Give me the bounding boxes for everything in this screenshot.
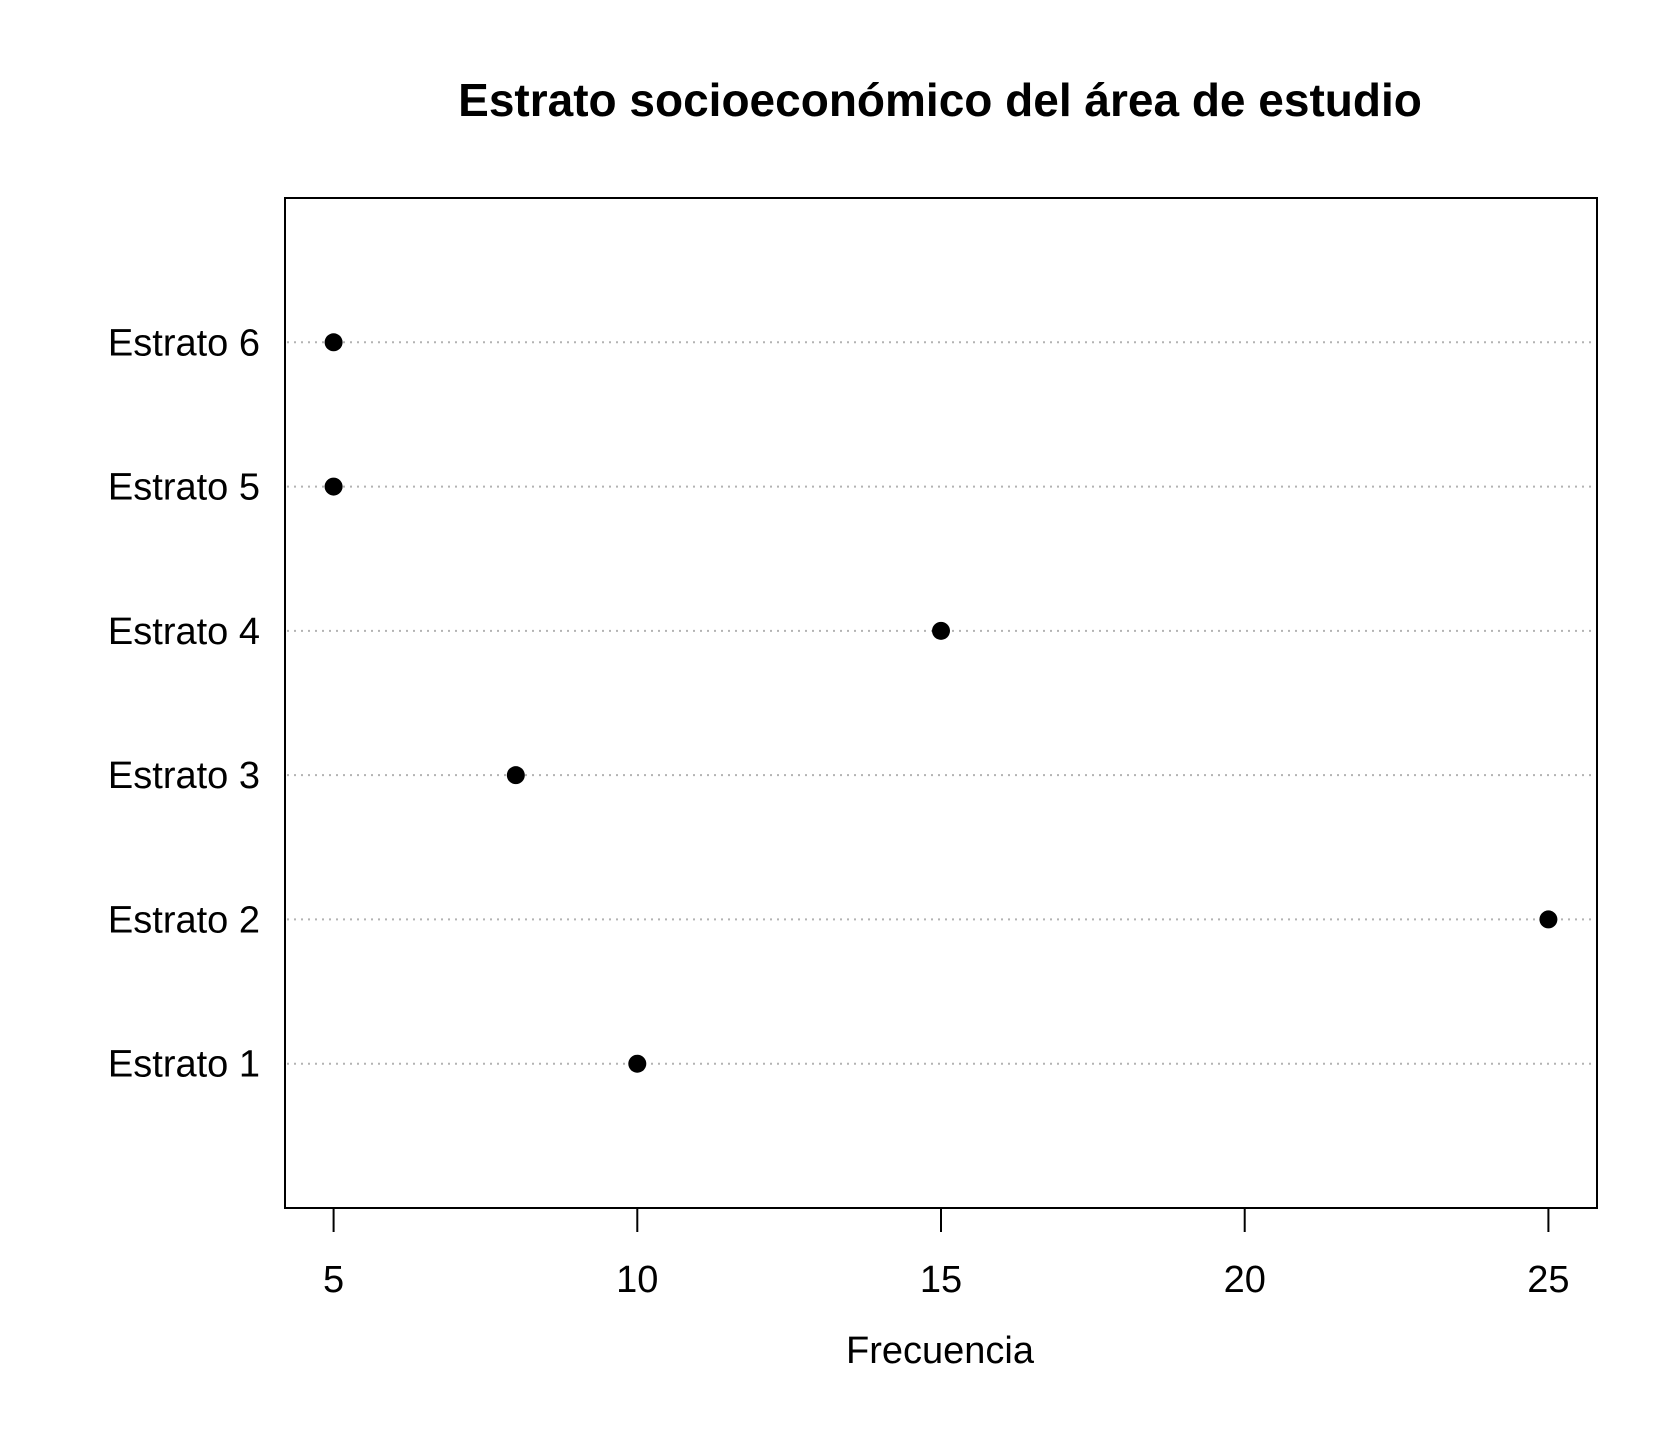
data-point xyxy=(1539,910,1558,929)
data-point xyxy=(932,621,950,640)
x-tick-label: 15 xyxy=(920,1259,962,1301)
category-label: Estrato 5 xyxy=(108,467,260,509)
plot-frame xyxy=(284,197,1598,1209)
category-label: Estrato 2 xyxy=(108,899,260,941)
x-axis-label: Frecuencia xyxy=(846,1330,1035,1372)
category-label: Estrato 3 xyxy=(108,755,260,797)
guide-lines xyxy=(287,341,1595,1065)
x-tick-label: 25 xyxy=(1527,1259,1569,1301)
chart-title: Estrato socioeconómico del área de estud… xyxy=(458,74,1422,126)
x-tick-label: 20 xyxy=(1224,1259,1266,1301)
x-tick-label: 5 xyxy=(323,1259,344,1301)
category-labels: Estrato 1 Estrato 2 Estrato 3 Estrato 4 Estr… xyxy=(108,322,260,1085)
category-label: Estrato 1 xyxy=(108,1044,260,1086)
data-point xyxy=(506,766,525,785)
x-axis: 5 10 15 20 25 xyxy=(323,1208,1570,1301)
category-label: Estrato 4 xyxy=(108,611,260,653)
x-tick-label: 10 xyxy=(616,1259,658,1301)
data-point xyxy=(628,1054,647,1073)
data-points xyxy=(324,333,1558,1073)
category-label: Estrato 6 xyxy=(108,322,260,364)
data-point xyxy=(324,333,343,352)
data-point xyxy=(324,477,343,496)
